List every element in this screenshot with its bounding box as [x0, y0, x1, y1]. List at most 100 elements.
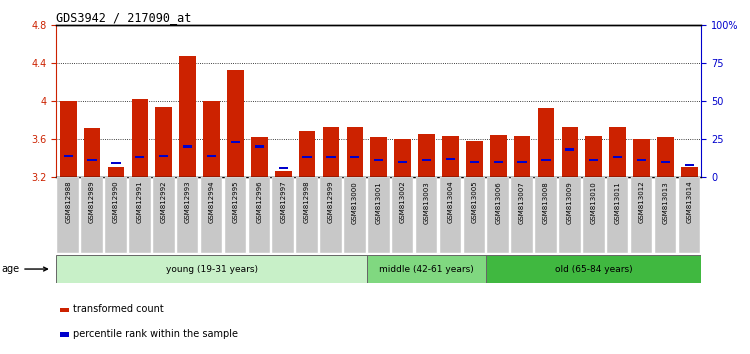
Bar: [609, 127, 626, 177]
Text: GSM812989: GSM812989: [89, 181, 95, 223]
Text: GSM813013: GSM813013: [662, 181, 668, 224]
Text: GSM812998: GSM812998: [304, 181, 310, 223]
Text: GSM812996: GSM812996: [256, 181, 262, 223]
Text: young (19-31 years): young (19-31 years): [166, 264, 257, 274]
Bar: [64, 155, 73, 157]
FancyBboxPatch shape: [536, 177, 556, 253]
FancyBboxPatch shape: [201, 177, 222, 253]
Text: GSM813009: GSM813009: [567, 181, 573, 224]
Bar: [470, 161, 479, 163]
FancyBboxPatch shape: [367, 255, 486, 283]
Text: GDS3942 / 217090_at: GDS3942 / 217090_at: [56, 11, 192, 24]
FancyBboxPatch shape: [129, 177, 151, 253]
FancyBboxPatch shape: [105, 177, 127, 253]
Bar: [374, 159, 383, 161]
FancyBboxPatch shape: [486, 255, 701, 283]
Text: GSM812988: GSM812988: [65, 181, 71, 223]
Text: old (65-84 years): old (65-84 years): [555, 264, 632, 274]
Bar: [326, 156, 335, 158]
Text: age: age: [2, 264, 47, 274]
Text: GSM813000: GSM813000: [352, 181, 358, 224]
Bar: [274, 171, 292, 177]
Bar: [183, 145, 192, 148]
FancyBboxPatch shape: [488, 177, 509, 253]
Bar: [562, 127, 578, 177]
Bar: [466, 141, 483, 177]
FancyBboxPatch shape: [225, 177, 246, 253]
Text: GSM812992: GSM812992: [160, 181, 166, 223]
Bar: [278, 167, 288, 169]
Bar: [227, 70, 244, 177]
Bar: [442, 136, 459, 177]
FancyBboxPatch shape: [464, 177, 485, 253]
FancyBboxPatch shape: [440, 177, 461, 253]
FancyBboxPatch shape: [58, 177, 79, 253]
Bar: [370, 137, 387, 177]
Text: GSM813004: GSM813004: [448, 181, 454, 223]
Bar: [111, 162, 121, 165]
Bar: [542, 159, 550, 161]
Text: GSM812997: GSM812997: [280, 181, 286, 223]
Text: GSM813008: GSM813008: [543, 181, 549, 224]
Bar: [231, 141, 240, 143]
Bar: [322, 127, 339, 177]
Bar: [681, 167, 698, 177]
Bar: [518, 161, 526, 163]
Bar: [685, 164, 694, 166]
FancyBboxPatch shape: [296, 177, 318, 253]
Bar: [84, 127, 100, 177]
Bar: [490, 135, 506, 177]
Text: GSM812991: GSM812991: [136, 181, 142, 223]
Bar: [661, 161, 670, 163]
Bar: [88, 159, 97, 161]
Bar: [633, 139, 650, 177]
FancyBboxPatch shape: [153, 177, 175, 253]
FancyBboxPatch shape: [583, 177, 604, 253]
Text: percentile rank within the sample: percentile rank within the sample: [74, 329, 238, 339]
Text: middle (42-61 years): middle (42-61 years): [380, 264, 474, 274]
Bar: [155, 107, 172, 177]
FancyBboxPatch shape: [368, 177, 389, 253]
Bar: [107, 167, 124, 177]
Bar: [394, 139, 411, 177]
FancyBboxPatch shape: [607, 177, 628, 253]
FancyBboxPatch shape: [320, 177, 342, 253]
Text: GSM813010: GSM813010: [591, 181, 597, 224]
Text: GSM813003: GSM813003: [424, 181, 430, 224]
FancyBboxPatch shape: [679, 177, 700, 253]
FancyBboxPatch shape: [81, 177, 103, 253]
Bar: [419, 134, 435, 177]
Text: GSM812990: GSM812990: [113, 181, 119, 223]
FancyBboxPatch shape: [344, 177, 365, 253]
Text: GSM813001: GSM813001: [376, 181, 382, 224]
Bar: [298, 131, 316, 177]
Text: GSM813011: GSM813011: [615, 181, 621, 224]
Bar: [657, 137, 674, 177]
Bar: [566, 148, 574, 151]
Text: transformed count: transformed count: [74, 304, 164, 314]
Bar: [60, 332, 69, 337]
Bar: [135, 156, 145, 158]
Text: GSM812999: GSM812999: [328, 181, 334, 223]
Bar: [422, 159, 431, 161]
FancyBboxPatch shape: [512, 177, 532, 253]
Bar: [586, 136, 602, 177]
Text: GSM813007: GSM813007: [519, 181, 525, 224]
FancyBboxPatch shape: [56, 255, 367, 283]
Bar: [446, 158, 455, 160]
Bar: [159, 155, 168, 157]
Bar: [514, 136, 530, 177]
Bar: [302, 156, 312, 158]
Bar: [637, 159, 646, 161]
FancyBboxPatch shape: [177, 177, 199, 253]
Bar: [131, 99, 148, 177]
Text: GSM812995: GSM812995: [232, 181, 238, 223]
Bar: [346, 127, 363, 177]
Text: GSM813012: GSM813012: [638, 181, 644, 223]
Bar: [60, 308, 69, 312]
Bar: [613, 156, 622, 158]
Bar: [398, 161, 407, 163]
Bar: [203, 101, 220, 177]
Bar: [590, 159, 598, 161]
Bar: [538, 108, 554, 177]
